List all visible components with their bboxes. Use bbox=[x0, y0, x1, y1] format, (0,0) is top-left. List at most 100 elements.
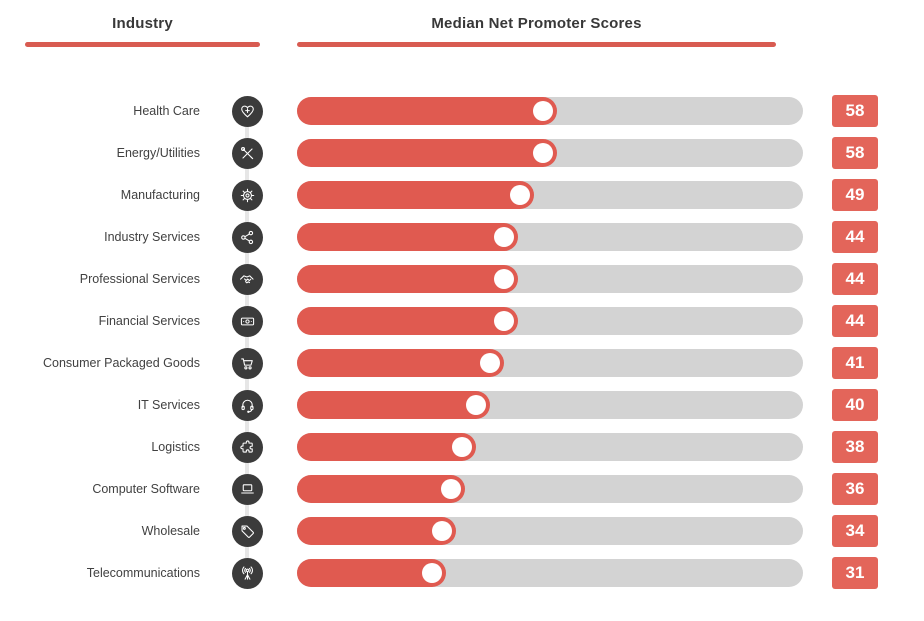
industry-row: Telecommunications 31 bbox=[0, 552, 924, 594]
industry-label: Wholesale bbox=[141, 524, 200, 538]
industry-icon-wrap bbox=[207, 389, 287, 421]
industry-label: Health Care bbox=[133, 104, 200, 118]
score-bar-knob bbox=[480, 353, 501, 373]
score-bar-track bbox=[297, 97, 803, 125]
industry-row: Professional Services 44 bbox=[0, 258, 924, 300]
score-bar-fill bbox=[297, 307, 519, 335]
industry-label: Energy/Utilities bbox=[116, 146, 200, 160]
score-bar-track bbox=[297, 307, 803, 335]
industry-label: Consumer Packaged Goods bbox=[42, 356, 200, 370]
score-badge: 44 bbox=[832, 305, 878, 337]
industry-icon-wrap bbox=[207, 221, 287, 253]
score-bar-fill bbox=[297, 139, 557, 167]
score-bar-fill bbox=[297, 433, 477, 461]
tools-icon bbox=[231, 137, 263, 169]
score-badge: 34 bbox=[832, 515, 878, 547]
table-header: Industry Median Net Promoter Scores bbox=[0, 0, 924, 47]
score-bar-fill bbox=[297, 223, 519, 251]
industry-row: Energy/Utilities 58 bbox=[0, 132, 924, 174]
score-bar-fill bbox=[297, 475, 465, 503]
headset-icon bbox=[231, 389, 263, 421]
chart-rows: Health Care 58 Energy/Utilities 58 Manuf… bbox=[0, 90, 924, 594]
score-bar-fill bbox=[297, 517, 456, 545]
score-badge: 41 bbox=[832, 347, 878, 379]
score-bar-fill bbox=[297, 181, 535, 209]
industry-header-underline bbox=[25, 42, 260, 47]
handshake-icon bbox=[231, 263, 263, 295]
score-badge: 58 bbox=[832, 95, 878, 127]
score-bar-knob bbox=[494, 311, 515, 331]
scores-header-column: Median Net Promoter Scores bbox=[297, 14, 776, 47]
industry-label: Industry Services bbox=[104, 230, 200, 244]
industry-row: Health Care 58 bbox=[0, 90, 924, 132]
shopping-cart-icon bbox=[231, 347, 263, 379]
gear-icon bbox=[231, 179, 263, 211]
score-bar-knob bbox=[431, 521, 452, 541]
industry-row: Wholesale 34 bbox=[0, 510, 924, 552]
score-bar-fill bbox=[297, 97, 557, 125]
industry-icon-wrap bbox=[207, 263, 287, 295]
score-bar-track bbox=[297, 223, 803, 251]
industry-row: Financial Services 44 bbox=[0, 300, 924, 342]
score-bar-track bbox=[297, 265, 803, 293]
industry-icon-wrap bbox=[207, 95, 287, 127]
scores-header: Median Net Promoter Scores bbox=[431, 15, 642, 32]
industry-icon-wrap bbox=[207, 431, 287, 463]
share-nodes-icon bbox=[231, 221, 263, 253]
industry-row: Consumer Packaged Goods 41 bbox=[0, 342, 924, 384]
industry-icon-wrap bbox=[207, 305, 287, 337]
scores-header-underline bbox=[297, 42, 776, 47]
banknote-icon bbox=[231, 305, 263, 337]
score-bar-knob bbox=[510, 185, 531, 205]
industry-icon-wrap bbox=[207, 179, 287, 211]
score-bar-track bbox=[297, 139, 803, 167]
laptop-icon bbox=[231, 473, 263, 505]
score-bar-track bbox=[297, 475, 803, 503]
score-bar-fill bbox=[297, 559, 446, 587]
score-badge: 49 bbox=[832, 179, 878, 211]
industry-label: IT Services bbox=[137, 398, 200, 412]
industry-label: Computer Software bbox=[92, 482, 200, 496]
score-bar-knob bbox=[532, 101, 553, 121]
score-bar-track bbox=[297, 559, 803, 587]
score-bar-fill bbox=[297, 349, 505, 377]
industry-label: Telecommunications bbox=[86, 566, 200, 580]
score-badge: 40 bbox=[832, 389, 878, 421]
icon-connector-line bbox=[245, 111, 249, 573]
score-bar-knob bbox=[440, 479, 461, 499]
score-badge: 58 bbox=[832, 137, 878, 169]
industry-row: Logistics 38 bbox=[0, 426, 924, 468]
industry-row: Computer Software 36 bbox=[0, 468, 924, 510]
score-bar-knob bbox=[494, 227, 515, 247]
industry-header-column: Industry bbox=[25, 14, 260, 47]
score-bar-track bbox=[297, 349, 803, 377]
score-bar-track bbox=[297, 391, 803, 419]
score-badge: 38 bbox=[832, 431, 878, 463]
score-badge: 36 bbox=[832, 473, 878, 505]
industry-header: Industry bbox=[112, 15, 173, 32]
industry-row: Industry Services 44 bbox=[0, 216, 924, 258]
industry-label: Financial Services bbox=[98, 314, 200, 328]
industry-icon-wrap bbox=[207, 347, 287, 379]
score-bar-knob bbox=[421, 563, 442, 583]
score-bar-knob bbox=[466, 395, 487, 415]
score-bar-knob bbox=[532, 143, 553, 163]
industry-icon-wrap bbox=[207, 515, 287, 547]
industry-label: Manufacturing bbox=[120, 188, 200, 202]
score-badge: 44 bbox=[832, 221, 878, 253]
antenna-icon bbox=[231, 557, 263, 589]
industry-icon-wrap bbox=[207, 557, 287, 589]
score-bar-track bbox=[297, 181, 803, 209]
score-bar-knob bbox=[452, 437, 473, 457]
score-bar-fill bbox=[297, 391, 491, 419]
industry-icon-wrap bbox=[207, 473, 287, 505]
score-bar-fill bbox=[297, 265, 519, 293]
industry-row: Manufacturing 49 bbox=[0, 174, 924, 216]
score-badge: 44 bbox=[832, 263, 878, 295]
score-bar-track bbox=[297, 433, 803, 461]
puzzle-icon bbox=[231, 431, 263, 463]
price-tag-icon bbox=[231, 515, 263, 547]
score-badge: 31 bbox=[832, 557, 878, 589]
score-bar-track bbox=[297, 517, 803, 545]
